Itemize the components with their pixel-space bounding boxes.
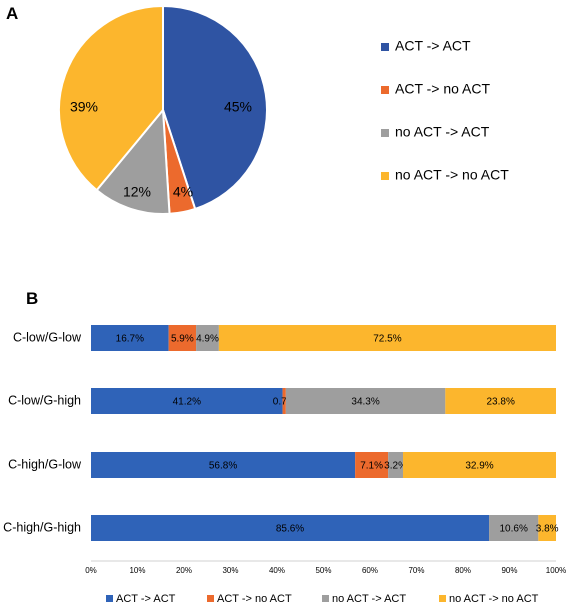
data-label-c-low-g-low-no-act-act: 4.9%: [196, 334, 219, 345]
pie-label-no-act-act: 12%: [123, 184, 151, 200]
bar-legend-label-no-act-act: no ACT -> ACT: [332, 593, 406, 605]
bar-segment-c-high-g-low-act-act: [91, 452, 356, 478]
x-tick-label: 30%: [222, 566, 238, 575]
x-tick-label: 90%: [501, 566, 517, 575]
category-label-c-low-g-low: C-low/G-low: [13, 330, 82, 344]
bar-segment-c-high-g-high-no-act-act: [489, 515, 539, 541]
bar-segment-c-low-g-low-no-act-no-act: [218, 325, 556, 351]
data-label-c-high-g-low-no-act-act: 3.2%: [384, 461, 407, 472]
x-tick-label: 20%: [176, 566, 192, 575]
bar-segment-c-high-g-low-no-act-no-act: [403, 452, 556, 478]
bar-segment-c-high-g-low-no-act-act: [388, 452, 404, 478]
bar-segment-c-low-g-high-act-act: [91, 388, 283, 414]
data-label-c-low-g-high-no-act-no-act: 23.8%: [486, 397, 514, 408]
data-label-c-high-g-low-no-act-no-act: 32.9%: [465, 461, 493, 472]
stacked-bar-chart: C-low/G-low 16.7% 5.9% 4.9% 72.5% C-low/G-hig…: [3, 325, 566, 575]
legend-label-act-act: ACT -> ACT: [395, 38, 471, 54]
legend-swatch-act-act: [381, 43, 389, 51]
bar-segment-c-low-g-high-no-act-act: [285, 388, 446, 414]
bar-segment-c-high-g-low-act-no-act: [355, 452, 389, 478]
category-label-c-high-g-high: C-high/G-high: [3, 520, 81, 534]
category-label-c-low-g-high: C-low/G-high: [8, 393, 81, 407]
bar-legend-swatch-no-act-act: [322, 595, 329, 602]
pie-legend: ACT -> ACT ACT -> no ACT no ACT -> ACT no A…: [381, 38, 509, 183]
bar-segment-c-low-g-high-act-no-act: [282, 388, 286, 414]
data-label-c-high-g-high-no-act-no-act: 3.8%: [536, 524, 559, 535]
bar-legend: ACT -> ACT ACT -> no ACT no ACT -> ACT no A…: [106, 593, 539, 605]
bar-segment-c-high-g-high-act-act: [91, 515, 490, 541]
x-tick-label: 80%: [455, 566, 471, 575]
bar-legend-swatch-no-act-no-act: [439, 595, 446, 602]
pie-label-act-act: 45%: [224, 99, 252, 115]
x-tick-label: 100%: [546, 566, 566, 575]
x-tick-label: 50%: [315, 566, 331, 575]
data-label-c-high-g-high-no-act-act: 10.6%: [500, 524, 528, 535]
data-label-c-low-g-low-act-no-act: 5.9%: [171, 334, 194, 345]
category-label-c-high-g-low: C-high/G-low: [8, 457, 82, 471]
x-tick-label: 70%: [408, 566, 424, 575]
data-label-c-low-g-high-act-no-act: 0.7%: [273, 397, 296, 408]
data-label-c-high-g-low-act-act: 56.8%: [209, 461, 237, 472]
bar-legend-label-act-no-act: ACT -> no ACT: [217, 593, 292, 605]
legend-swatch-no-act-no-act: [381, 172, 389, 180]
legend-swatch-no-act-act: [381, 129, 389, 137]
pie-label-act-no-act: 4%: [173, 184, 193, 200]
legend-swatch-act-no-act: [381, 86, 389, 94]
bar-segment-c-low-g-high-no-act-no-act: [445, 388, 556, 414]
bar-legend-swatch-act-act: [106, 595, 113, 602]
data-label-c-low-g-high-act-act: 41.2%: [173, 397, 201, 408]
x-tick-label: 0%: [85, 566, 97, 575]
data-label-c-high-g-high-act-act: 85.6%: [276, 524, 304, 535]
x-tick-label: 10%: [129, 566, 145, 575]
legend-label-no-act-act: no ACT -> ACT: [395, 124, 490, 140]
pie-label-no-act-no-act: 39%: [70, 99, 98, 115]
bar-legend-label-act-act: ACT -> ACT: [116, 593, 176, 605]
data-label-c-low-g-high-no-act-act: 34.3%: [351, 397, 379, 408]
data-label-c-low-g-low-act-act: 16.7%: [116, 334, 144, 345]
pie-slice-no-act-no-act: [58, 4, 164, 192]
data-label-c-low-g-low-no-act-no-act: 72.5%: [373, 334, 401, 345]
bar-segment-c-low-g-low-act-no-act: [168, 325, 197, 351]
bar-segment-c-low-g-low-no-act-act: [196, 325, 219, 351]
bar-segment-c-low-g-low-act-act: [91, 325, 169, 351]
legend-label-no-act-no-act: no ACT -> no ACT: [395, 167, 509, 183]
pie-slice-act-act: [162, 4, 268, 211]
panel-label-b: B: [26, 289, 38, 308]
bar-legend-label-no-act-no-act: no ACT -> no ACT: [449, 593, 539, 605]
x-tick-label: 40%: [269, 566, 285, 575]
bar-segment-c-high-g-high-no-act-no-act: [538, 515, 556, 541]
legend-label-act-no-act: ACT -> no ACT: [395, 81, 491, 97]
x-tick-label: 60%: [362, 566, 378, 575]
panel-label-a: A: [6, 4, 18, 23]
pie-slice-no-act-act: [95, 107, 171, 215]
data-label-c-high-g-low-act-no-act: 7.1%: [360, 461, 383, 472]
pie-chart: 45% 4% 12% 39%: [58, 4, 268, 215]
bar-legend-swatch-act-no-act: [207, 595, 214, 602]
